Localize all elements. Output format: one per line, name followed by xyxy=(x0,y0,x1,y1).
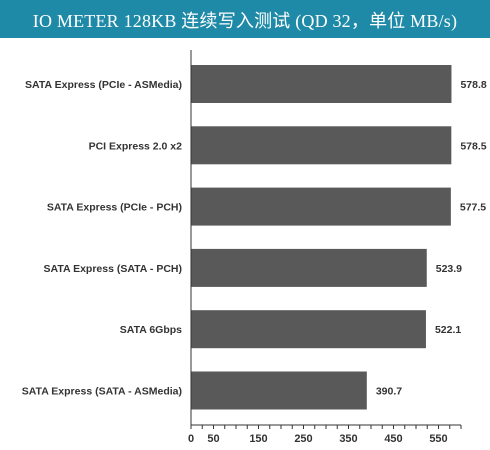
bar xyxy=(191,371,367,410)
x-tick-label: 550 xyxy=(429,433,447,445)
x-tick-label: 450 xyxy=(384,433,402,445)
x-tick-label: 50 xyxy=(207,433,219,445)
value-label: 578.5 xyxy=(460,140,486,152)
x-tick-label: 150 xyxy=(249,433,267,445)
x-tick-label: 250 xyxy=(294,433,312,445)
x-tick-label: 350 xyxy=(339,433,357,445)
bar xyxy=(191,248,427,287)
bar xyxy=(191,126,452,165)
category-label: SATA Express (SATA - PCH) xyxy=(44,263,182,275)
category-label: SATA Express (SATA - ASMedia) xyxy=(22,386,182,398)
category-label: SATA 6Gbps xyxy=(120,324,182,336)
category-label: SATA Express (PCIe - ASMedia) xyxy=(25,79,182,91)
value-label: 578.8 xyxy=(460,79,486,91)
bar xyxy=(191,65,452,103)
value-label: 577.5 xyxy=(460,202,486,214)
bar-chart: SATA Express (PCIe - ASMedia) 578.8 PCI Ex… xyxy=(22,50,487,445)
bar xyxy=(191,187,451,226)
value-label: 390.7 xyxy=(376,386,402,398)
category-label: SATA Express (PCIe - PCH) xyxy=(47,202,182,214)
bar xyxy=(191,310,426,349)
value-label: 522.1 xyxy=(435,324,461,336)
x-tick-label: 0 xyxy=(188,433,194,445)
bars-layer: SATA Express (PCIe - ASMedia) 578.8 PCI Ex… xyxy=(22,65,487,410)
value-label: 523.9 xyxy=(436,263,462,275)
category-label: PCI Express 2.0 x2 xyxy=(89,140,183,152)
chart-area: SATA Express (PCIe - ASMedia) 578.8 PCI Ex… xyxy=(0,38,490,450)
chart-title: IO METER 128KB 连续写入测试 (QD 32，单位 MB/s) xyxy=(0,0,490,38)
x-axis: 0 50 150 250 350 450 550 xyxy=(188,50,462,445)
